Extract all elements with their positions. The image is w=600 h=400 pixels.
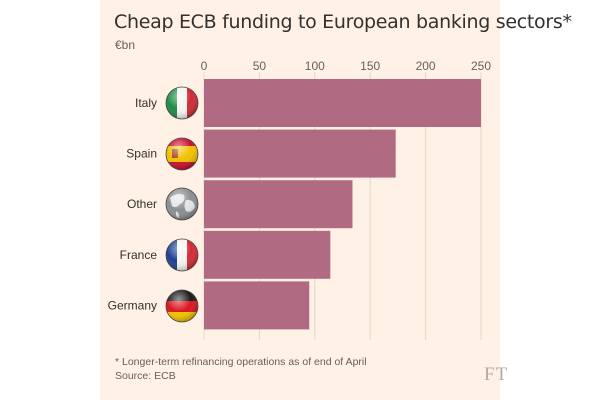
italy-flag-icon — [165, 86, 199, 120]
category-label: France — [120, 248, 158, 262]
germany-flag-icon — [165, 289, 199, 323]
category-label: Germany — [108, 298, 157, 312]
x-tick-label: 200 — [416, 59, 436, 73]
category-label: Other — [127, 197, 157, 211]
bar-spain — [204, 129, 396, 178]
chart-card: Cheap ECB funding to European banking se… — [100, 0, 572, 400]
x-tick-label: 250 — [471, 59, 491, 73]
bar-france — [204, 230, 331, 279]
x-tick-label: 150 — [360, 59, 380, 73]
x-tick-label: 100 — [305, 59, 325, 73]
spain-flag-icon — [165, 137, 199, 171]
chart-title: Cheap ECB funding to European banking se… — [114, 11, 572, 33]
bar-italy — [204, 79, 481, 127]
category-label: Italy — [135, 96, 157, 110]
ft-logo: FT — [484, 364, 509, 385]
category-label: Spain — [126, 147, 157, 161]
france-flag-icon — [165, 238, 199, 272]
bar-other — [204, 180, 353, 229]
x-tick-label: 0 — [201, 59, 208, 73]
x-tick-label: 50 — [253, 59, 267, 73]
bar-germany — [204, 281, 310, 330]
footnote: * Longer-term refinancing operations as … — [115, 356, 367, 368]
globe-icon — [165, 187, 199, 221]
bar-chart: 0 50 100 150 200 250 Italy Spain Other France Ger… — [108, 59, 491, 340]
source-note: Source: ECB — [115, 370, 176, 382]
unit-label: €bn — [115, 38, 136, 52]
